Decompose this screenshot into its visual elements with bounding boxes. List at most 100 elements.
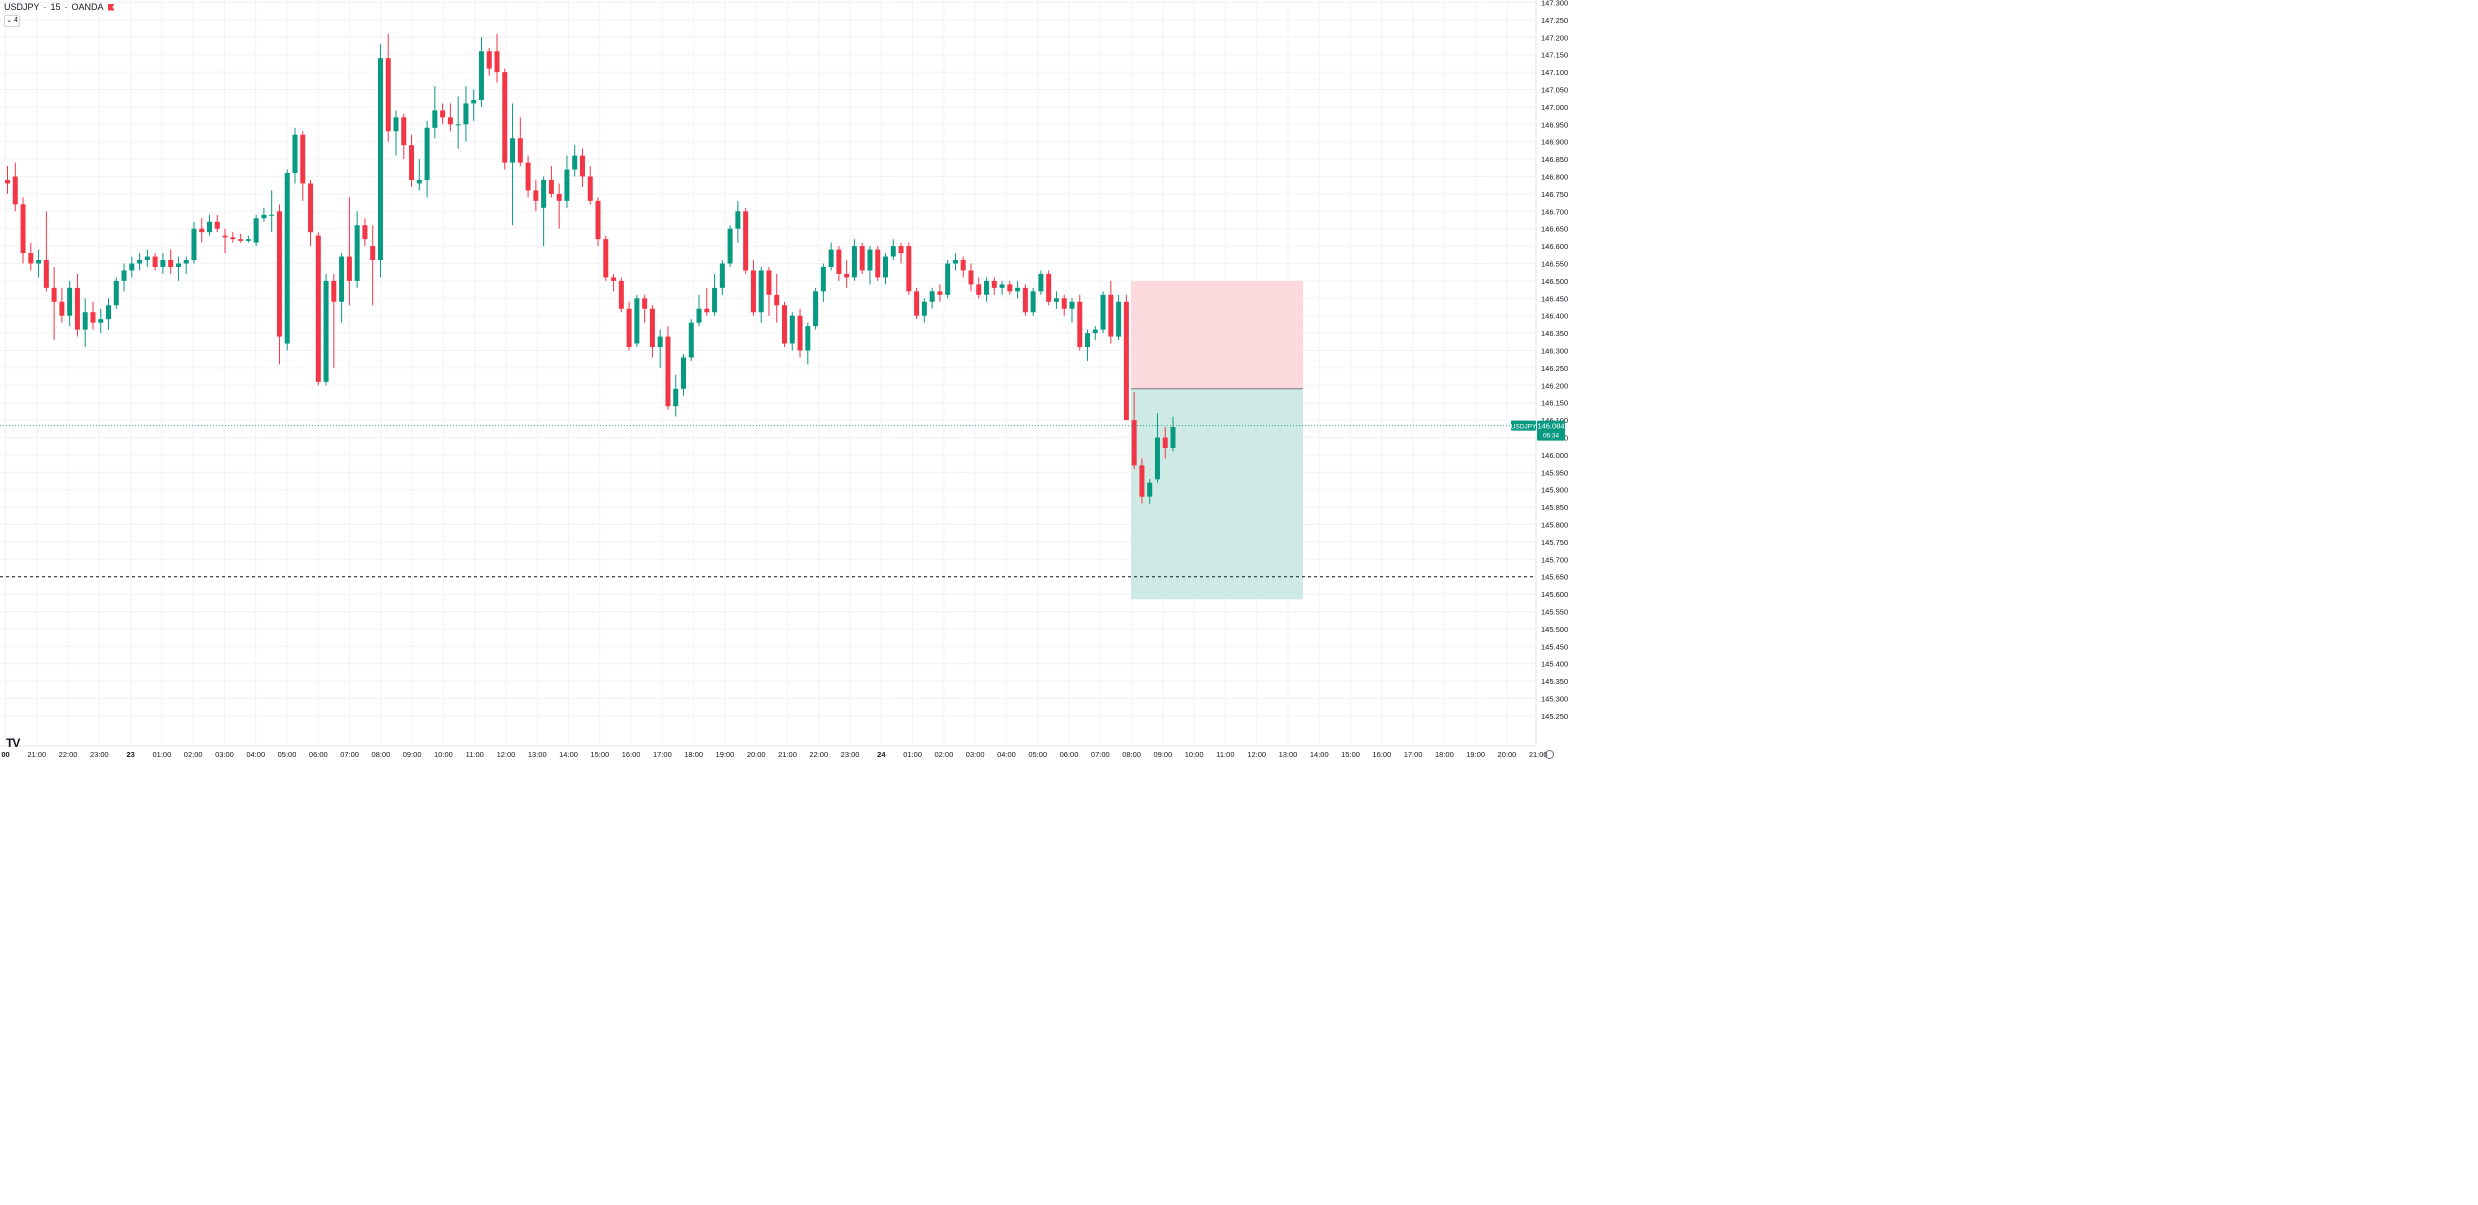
price-tick-label: 145.450 xyxy=(1541,642,1568,651)
time-tick-label: 00 xyxy=(1,750,9,759)
candle-body xyxy=(121,270,127,281)
candle xyxy=(952,253,958,271)
candle-body xyxy=(401,117,407,146)
price-tick-label: 145.800 xyxy=(1541,521,1568,530)
indicator-count: 4 xyxy=(13,17,18,24)
candlestick-chart[interactable]: 147.300 147.250 147.200 147.150 147.100 147.0… xyxy=(0,0,1568,762)
tradingview-logo-icon[interactable]: TV xyxy=(6,736,20,750)
candle xyxy=(1139,458,1145,504)
candle-body xyxy=(805,326,811,351)
time-tick-label: 13:00 xyxy=(528,750,547,759)
candle-body xyxy=(510,138,516,163)
candle-body xyxy=(1022,287,1028,313)
candle xyxy=(253,214,259,247)
candle xyxy=(152,253,158,271)
candle-body xyxy=(533,190,539,201)
candle-body xyxy=(595,200,601,240)
price-tick-label: 146.450 xyxy=(1541,294,1568,303)
candle xyxy=(1108,280,1114,344)
candle-body xyxy=(579,155,585,177)
candle xyxy=(183,256,189,274)
candle xyxy=(937,284,943,302)
time-tick-label: 02:00 xyxy=(935,750,954,759)
candle xyxy=(409,134,415,187)
time-tick-label: 23 xyxy=(126,750,134,759)
price-tick-label: 145.500 xyxy=(1541,625,1568,634)
candle xyxy=(1038,270,1044,295)
price-tick-label: 145.550 xyxy=(1541,608,1568,617)
time-tick-label: 20:00 xyxy=(1498,750,1517,759)
candle-body xyxy=(976,284,982,295)
candle xyxy=(284,169,290,351)
candle xyxy=(541,176,547,247)
candle-body xyxy=(222,235,228,238)
candle xyxy=(533,179,539,212)
candle-body xyxy=(984,280,990,295)
candle xyxy=(735,200,741,243)
candle-body xyxy=(253,218,259,243)
settings-icon[interactable] xyxy=(1545,750,1554,759)
candle-body xyxy=(455,124,461,126)
candle-body xyxy=(199,228,205,233)
candle-body xyxy=(665,336,671,407)
candle xyxy=(984,277,990,302)
symbol-tag-bg xyxy=(1511,420,1536,431)
candle-body xyxy=(766,270,772,295)
candle-body xyxy=(494,51,500,73)
candle xyxy=(191,221,197,264)
time-tick-label: 24 xyxy=(877,750,886,759)
candle-body xyxy=(160,260,166,267)
candle xyxy=(1077,294,1083,351)
candle xyxy=(595,197,601,247)
candle-body xyxy=(28,253,34,264)
collapse-indicators-button[interactable]: ⌄ 4 xyxy=(4,15,20,27)
symbol-header[interactable]: USDJPY · 15 · OANDA xyxy=(4,2,115,12)
candle xyxy=(269,190,275,233)
candle-body xyxy=(945,263,951,295)
candle xyxy=(712,273,718,316)
candle xyxy=(548,166,554,198)
candle-body xyxy=(1139,465,1145,497)
candle xyxy=(603,235,609,281)
time-tick-label: 22:00 xyxy=(59,750,78,759)
price-tick-label: 146.300 xyxy=(1541,347,1568,356)
candle-body xyxy=(782,305,787,344)
candle-body xyxy=(67,287,73,316)
price-tick-label: 146.200 xyxy=(1541,381,1568,390)
time-tick-label: 08:00 xyxy=(1122,750,1141,759)
candle xyxy=(758,266,764,323)
candle xyxy=(43,211,49,292)
candle xyxy=(98,308,104,334)
price-tick-label: 146.500 xyxy=(1541,277,1568,286)
candle xyxy=(447,103,453,132)
price-tick-label: 146.850 xyxy=(1541,155,1568,164)
price-tick-label: 145.700 xyxy=(1541,555,1568,564)
candle xyxy=(261,207,267,222)
price-tick-label: 145.650 xyxy=(1541,573,1568,582)
candle-body xyxy=(1147,482,1153,497)
candle xyxy=(82,298,88,348)
time-tick-label: 14:00 xyxy=(559,750,578,759)
candle xyxy=(401,113,407,160)
candle-body xyxy=(276,211,282,337)
time-tick-label: 07:00 xyxy=(340,750,359,759)
candle-body xyxy=(1170,427,1176,448)
candle xyxy=(797,308,803,358)
time-tick-label: 17:00 xyxy=(1404,750,1423,759)
candle xyxy=(245,235,251,243)
candle xyxy=(914,287,920,320)
candle-body xyxy=(43,260,49,288)
candle-body xyxy=(1061,298,1067,309)
candle-body xyxy=(191,228,197,261)
candle xyxy=(1022,284,1028,316)
candle xyxy=(1154,413,1160,483)
time-tick-label: 18:00 xyxy=(684,750,703,759)
flag-icon[interactable] xyxy=(107,3,115,11)
price-tick-label: 146.550 xyxy=(1541,260,1568,269)
candle xyxy=(556,183,562,229)
candle xyxy=(1092,326,1098,341)
candle xyxy=(1069,298,1075,323)
candle xyxy=(704,287,710,316)
candle xyxy=(463,86,469,142)
candle xyxy=(844,260,850,288)
